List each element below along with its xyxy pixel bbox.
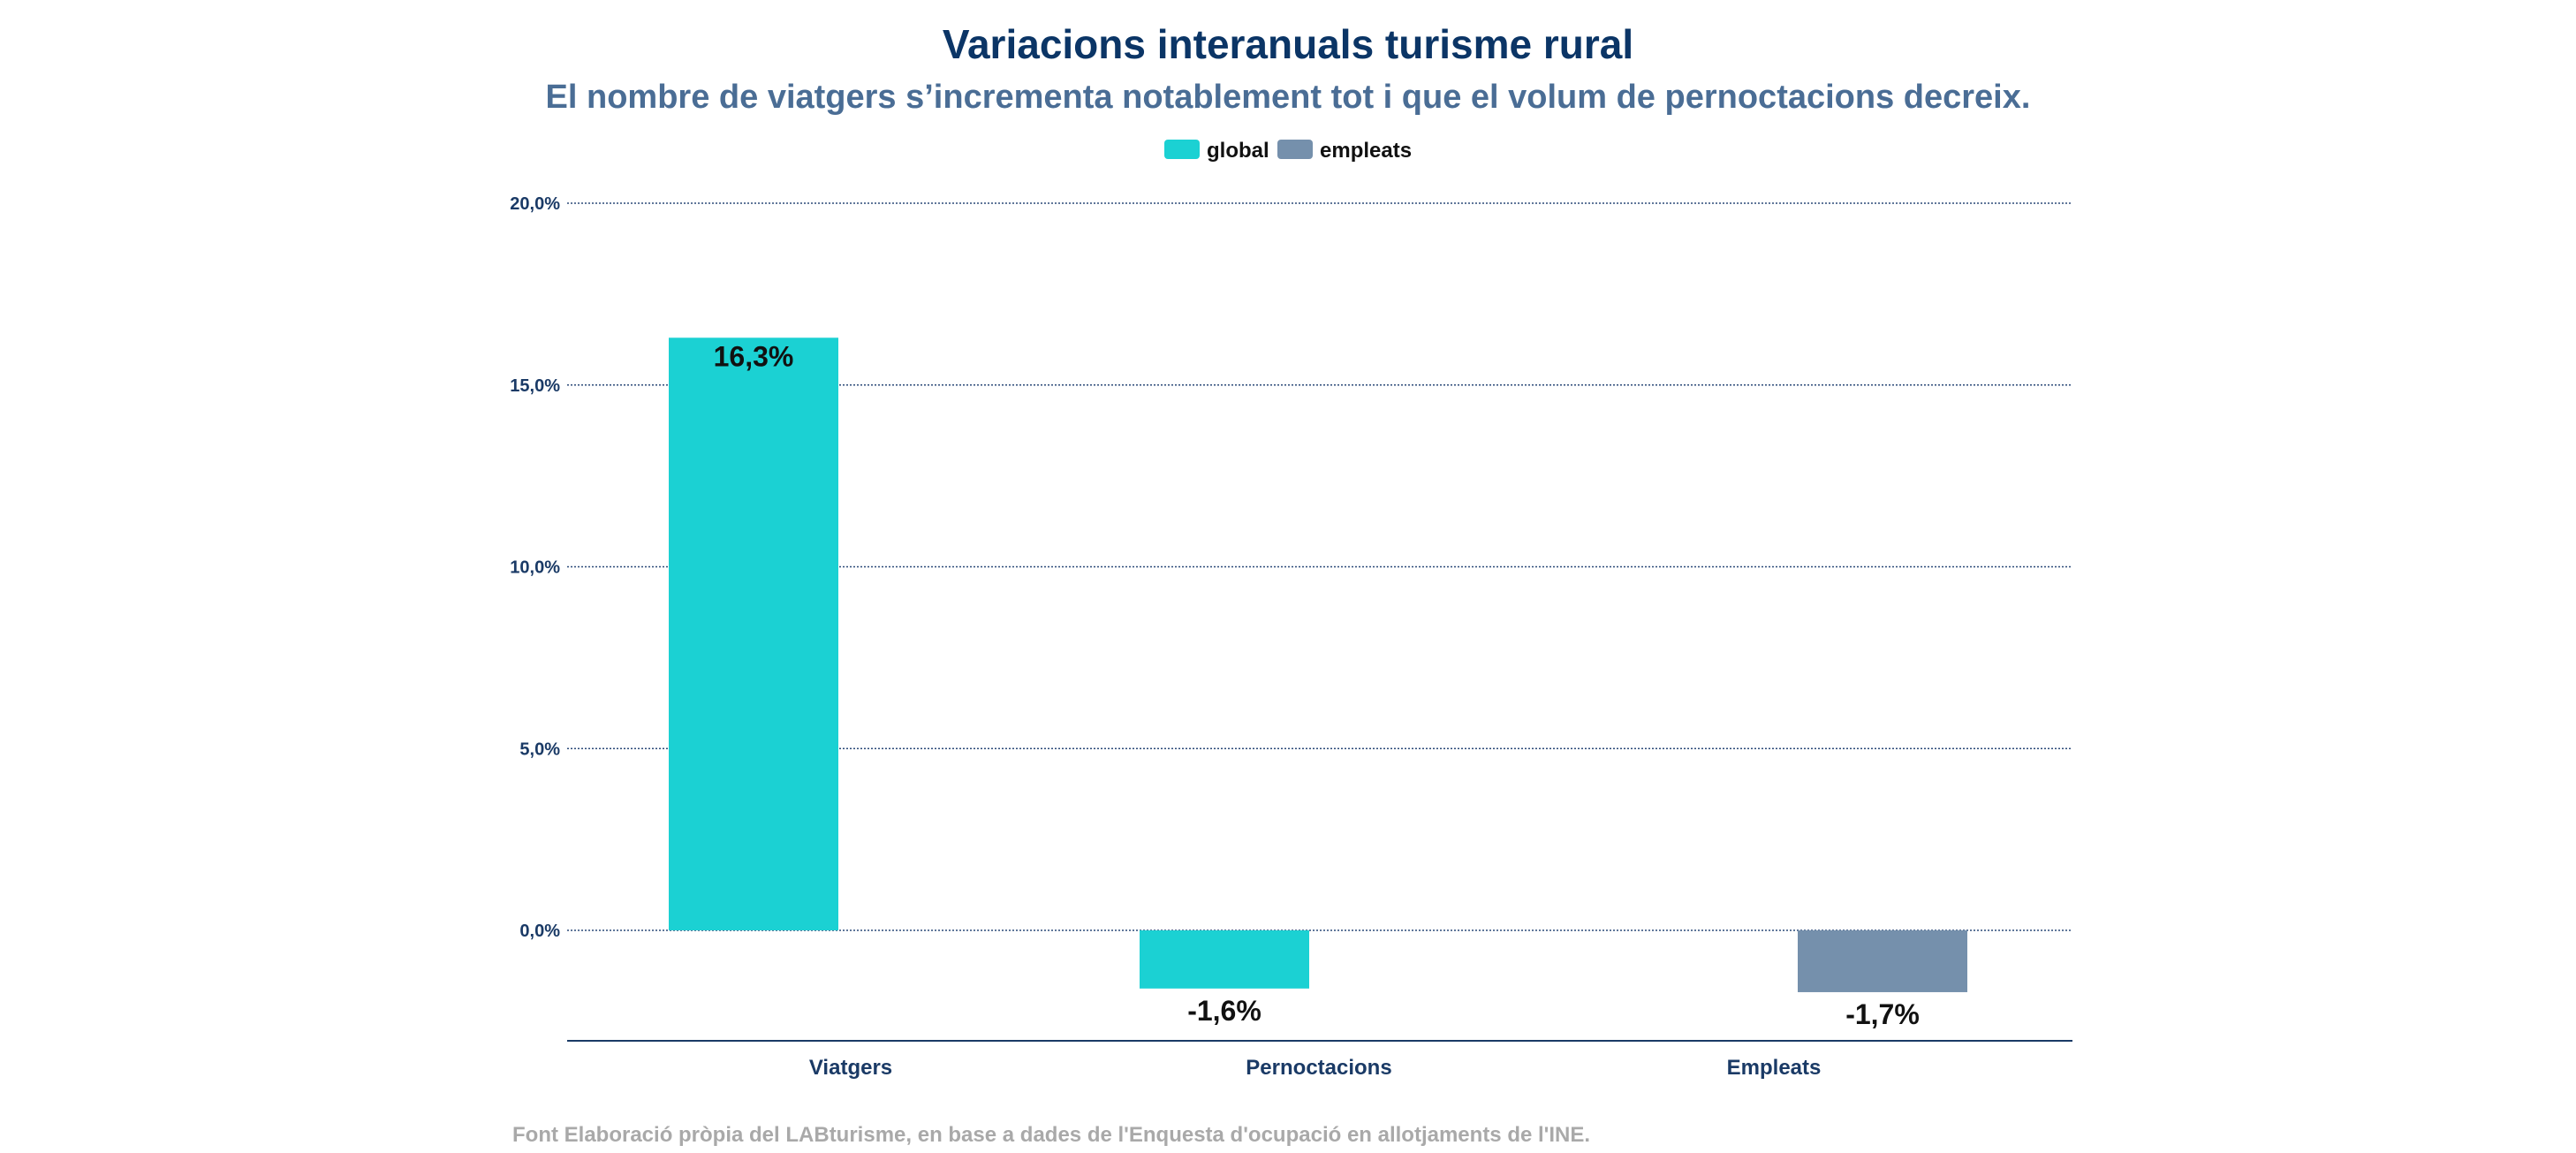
x-tick-label: Empleats [1727, 1056, 1822, 1080]
y-tick-label: 15,0% [510, 376, 560, 396]
chart-title: Variacions interanuals turisme rural [943, 21, 1633, 67]
legend-label-empleats: empleats [1320, 139, 1412, 163]
data-label-pernoctacions: -1,6% [1187, 995, 1261, 1027]
y-tick-label: 10,0% [510, 558, 560, 578]
y-axis-ticks: 0,0% 5,0% 10,0% 15,0% 20,0% [510, 194, 560, 941]
x-tick-label: Viatgers [809, 1056, 892, 1080]
legend: global empleats [1164, 139, 1412, 163]
data-label-viatgers: 16,3% [714, 340, 794, 372]
x-tick-label: Pernoctacions [1246, 1056, 1391, 1080]
chart-subtitle: El nombre de viatgers s’incrementa notab… [546, 79, 2031, 116]
legend-swatch-empleats [1277, 140, 1313, 159]
legend-label-global: global [1207, 139, 1269, 163]
data-labels: 16,3% -1,6% -1,7% [714, 340, 1920, 1030]
x-axis-ticks: Viatgers Pernoctacions Empleats [809, 1056, 1822, 1080]
bar-pernoctacions [1140, 930, 1309, 989]
y-tick-label: 0,0% [519, 922, 560, 941]
bar-viatgers [669, 338, 838, 930]
y-tick-label: 5,0% [519, 740, 560, 759]
bars [669, 338, 1967, 992]
source-note: Font Elaboració pròpia del LABturisme, e… [512, 1123, 1590, 1147]
legend-swatch-global [1164, 140, 1200, 159]
y-tick-label: 20,0% [510, 194, 560, 214]
bar-empleats [1798, 930, 1967, 992]
data-label-empleats: -1,7% [1845, 998, 1920, 1030]
